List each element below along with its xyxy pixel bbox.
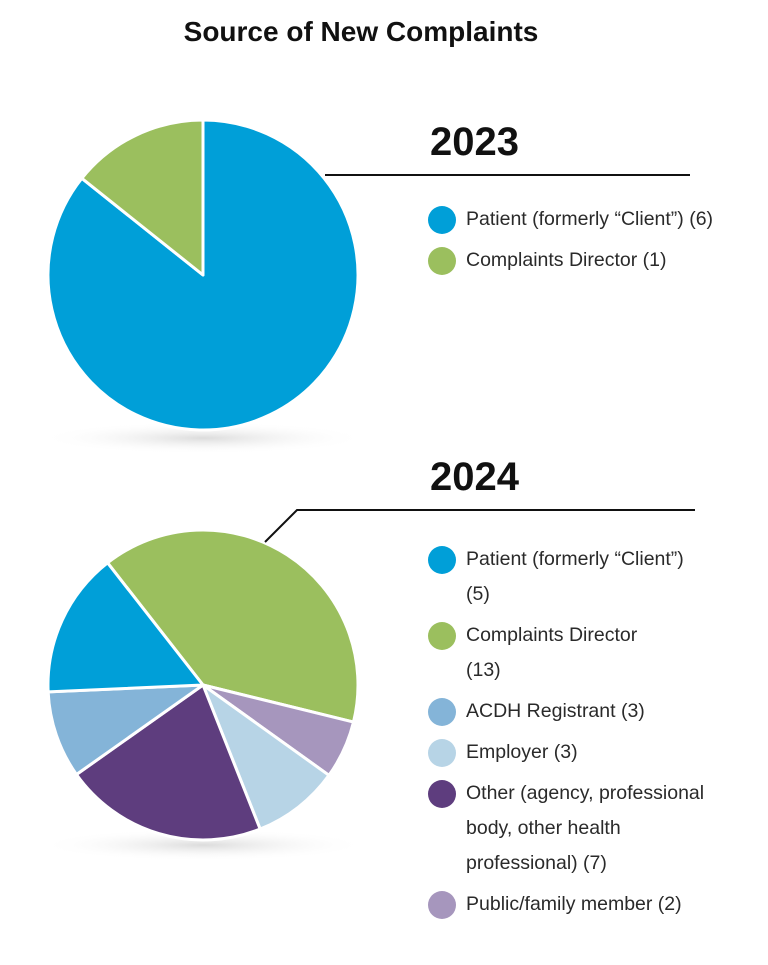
legend-swatch-other bbox=[428, 780, 456, 808]
pie-slice-patient bbox=[46, 561, 205, 694]
legend-label-public-family: Public/family member (2) bbox=[466, 893, 682, 915]
legend-label-complaints-director: Complaints Director (1) bbox=[466, 249, 667, 271]
legend-label-other: Other (agency, professional body, other … bbox=[466, 782, 705, 874]
year-2024-label: 2024 bbox=[430, 455, 519, 499]
legend-item: Public/family member (2) bbox=[428, 887, 718, 922]
legend-item: Complaints Director (13) bbox=[428, 618, 646, 688]
legend-label-patient: Patient (formerly “Client”) (5) bbox=[466, 548, 684, 605]
legend-item: Patient (formerly “Client”) (5) bbox=[428, 542, 686, 612]
legend-item: Other (agency, professional body, other … bbox=[428, 776, 726, 881]
pie-2024-shadow bbox=[38, 829, 368, 861]
pie-slice-complaints-director bbox=[106, 528, 360, 724]
legend-swatch-employer bbox=[428, 739, 456, 767]
legend-swatch-complaints-director bbox=[428, 622, 456, 650]
pie-2024-leader-line bbox=[264, 509, 695, 543]
legend-label-employer: Employer (3) bbox=[466, 741, 578, 763]
legend-item: Patient (formerly “Client”) (6) bbox=[428, 202, 738, 237]
legend-2023: Patient (formerly “Client”) (6) Complain… bbox=[428, 202, 738, 284]
pie-slice-other bbox=[74, 683, 262, 842]
pie-2023-shadow bbox=[38, 422, 368, 454]
legend-2024: Patient (formerly “Client”) (5) Complain… bbox=[428, 542, 718, 928]
legend-swatch-acdh-registrant bbox=[428, 698, 456, 726]
pie-slice-employer bbox=[201, 683, 331, 831]
legend-swatch-patient bbox=[428, 206, 456, 234]
legend-swatch-complaints-director bbox=[428, 247, 456, 275]
pie-slice-acdh-registrant bbox=[46, 683, 205, 777]
legend-label-acdh-registrant: ACDH Registrant (3) bbox=[466, 700, 645, 722]
pie-2023 bbox=[46, 118, 360, 432]
legend-item: Employer (3) bbox=[428, 735, 718, 770]
legend-swatch-patient bbox=[428, 546, 456, 574]
legend-label-complaints-director: Complaints Director (13) bbox=[466, 624, 638, 681]
year-2023-label: 2023 bbox=[430, 120, 519, 164]
chart-title: Source of New Complaints bbox=[183, 16, 539, 47]
pie-2024 bbox=[46, 528, 360, 842]
legend-swatch-public-family bbox=[428, 891, 456, 919]
legend-item: Complaints Director (1) bbox=[428, 243, 738, 278]
legend-item: ACDH Registrant (3) bbox=[428, 694, 718, 729]
pie-slice-complaints-director bbox=[80, 118, 205, 277]
legend-label-patient: Patient (formerly “Client”) (6) bbox=[466, 208, 714, 230]
